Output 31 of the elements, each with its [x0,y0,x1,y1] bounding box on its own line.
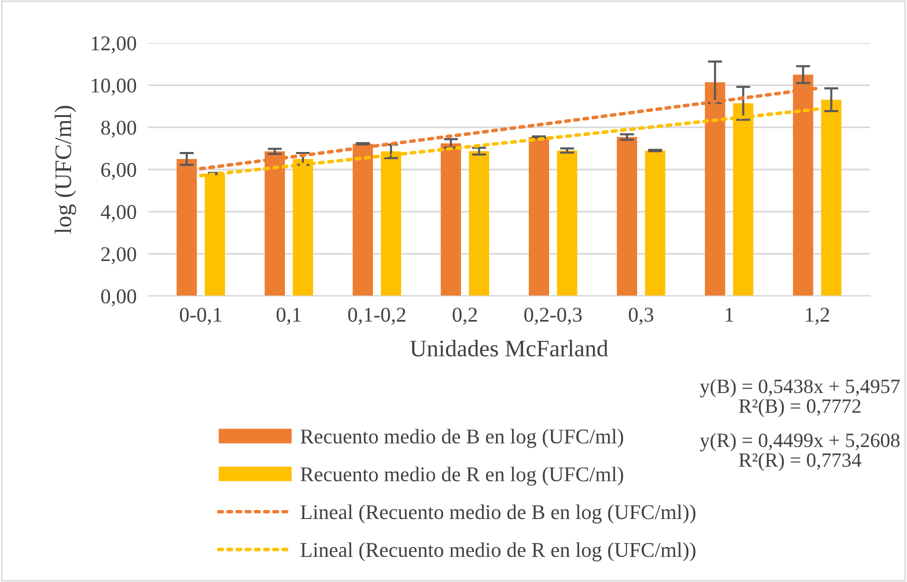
y-tick-label: 0,00 [101,289,136,306]
bar [821,100,842,296]
y-tick-label: 2,00 [101,247,136,264]
bar [468,151,490,296]
bar [176,158,197,296]
bar [616,137,638,296]
x-axis-title: Unidades McFarland [410,340,608,357]
bar [440,143,462,296]
legend-label: Lineal (Recuento medio de R en log (UFC/ml)) [300,542,696,562]
legend-label: Lineal (Recuento medio de B en log (UFC/ml)) [300,504,696,524]
legend-label: Recuento medio de B en log (UFC/ml) [300,428,624,448]
y-tick-label: 12,00 [92,36,136,54]
x-tick-label: 0,2-0,3 [524,308,582,325]
x-tick-label: 0,3 [628,308,654,325]
y-tick-label: 10,00 [92,78,136,96]
y-tick-label: 8,00 [101,120,136,138]
bar [556,150,578,296]
x-tick-label: 0,1 [276,308,301,325]
x-tick-label: 1 [726,308,734,322]
x-tick-label: 0-0,1 [180,308,222,325]
x-tick-label: 0,2 [452,308,477,325]
x-tick-label: 1,2 [806,308,830,325]
y-tick-label: 4,00 [100,205,136,222]
bar [645,150,666,296]
bar [528,137,550,296]
text: y(R) = 0,4499x + 5,2608 R²(R) = 0,7734 [700,433,900,471]
y-axis-title: log (UFC/ml) [54,106,76,234]
x-tick-label: 0,1-0,2 [348,308,406,325]
text: y(B) = 0,5438x + 5,4957 R²(B) = 0,7772 [700,379,900,417]
legend-label: Recuento medio de R en log (UFC/ml) [300,466,624,486]
y-tick-label: 6,00 [101,162,136,180]
